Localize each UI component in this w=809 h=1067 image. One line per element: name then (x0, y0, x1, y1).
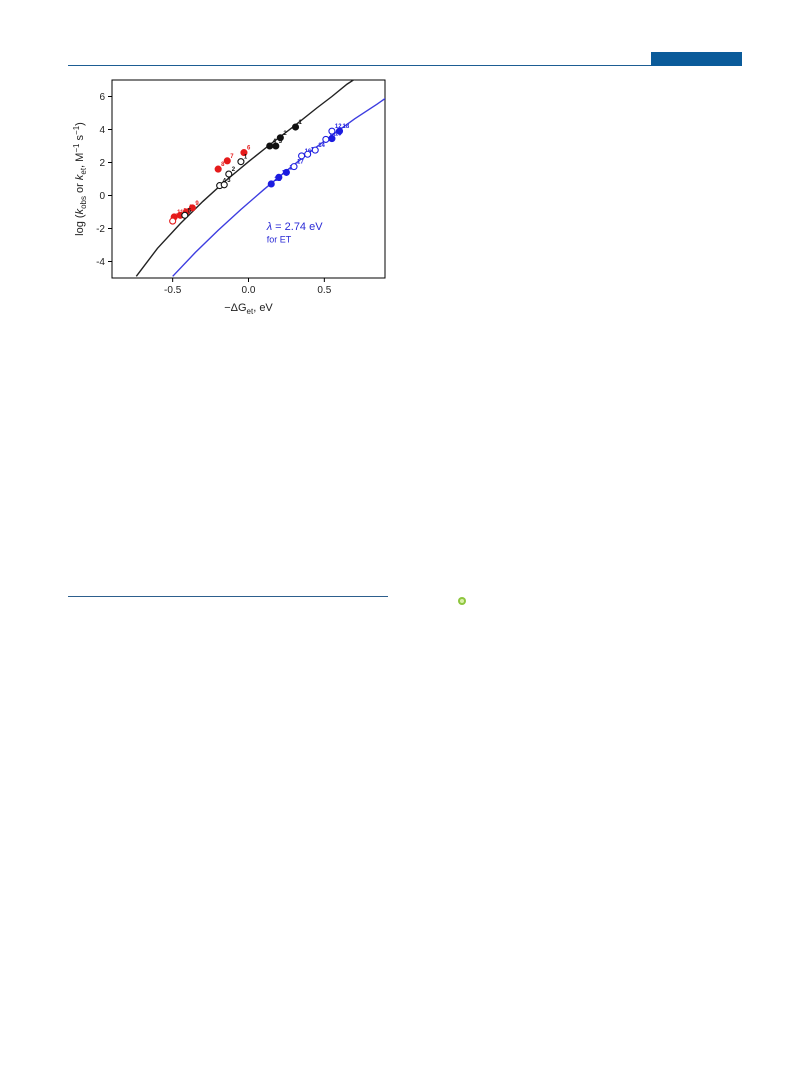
footnote-rule (68, 596, 388, 597)
data-point (275, 173, 283, 181)
data-point-label: 1 (244, 155, 248, 161)
y-tick-label: -2 (96, 224, 105, 235)
data-point-label: 6 (247, 146, 251, 152)
data-point (267, 180, 275, 188)
data-point (225, 170, 233, 178)
data-point-label: 12 (335, 124, 342, 130)
data-point (237, 158, 245, 166)
data-point-label: 7 (176, 214, 180, 220)
data-point (276, 134, 284, 142)
x-tick-label: 0.0 (242, 285, 256, 296)
fit-curve-1 (135, 80, 355, 277)
header-rule (68, 65, 742, 66)
data-point (272, 142, 280, 150)
data-point-label: 17 (297, 160, 304, 166)
open-access-icon (458, 597, 466, 605)
data-point-label: 8 (221, 162, 225, 168)
data-point (169, 217, 177, 225)
y-tick-label: -4 (96, 257, 105, 268)
y-tick-label: 2 (99, 158, 105, 169)
x-tick-label: -0.5 (164, 285, 182, 296)
lambda-annotation-sub: for ET (267, 235, 292, 245)
data-point (214, 165, 222, 173)
data-point-label: 3 (279, 139, 283, 145)
data-point-label: 1 (299, 120, 303, 126)
y-tick-label: 4 (99, 125, 105, 136)
data-point (304, 150, 312, 158)
data-point-label: 2 (283, 131, 287, 137)
data-point (328, 127, 336, 135)
data-point-label: 4 (273, 139, 277, 145)
plot-frame (111, 79, 386, 279)
data-point (290, 163, 298, 171)
data-point-label: 2 (232, 167, 236, 173)
data-point (181, 211, 189, 219)
data-point (282, 168, 290, 176)
x-tick-label: 0.5 (317, 285, 331, 296)
data-point (188, 204, 196, 212)
y-axis-label: log (kobs or ket, M−1 s−1) (72, 122, 88, 236)
data-point-label: 7 (230, 154, 234, 160)
data-point (223, 157, 231, 165)
y-tick-label: 6 (99, 92, 105, 103)
fit-curve-2 (172, 97, 385, 277)
data-point-label: 5 (188, 208, 192, 214)
data-point (311, 146, 319, 154)
journal-header-tab (651, 52, 742, 66)
data-point-label: 9 (195, 201, 199, 207)
data-point (291, 123, 300, 131)
marcus-plot-figure: -4 -2 0 2 4 6 -0.5 0.0 0.5 −ΔGet, eV log (kobs or … (68, 78, 398, 318)
data-point-label: 3 (227, 178, 231, 184)
data-point-label: 14 (318, 143, 325, 149)
lambda-annotation: λ = 2.74 eV (266, 221, 324, 233)
data-point (328, 135, 336, 143)
x-axis-label: −ΔGet, eV (224, 302, 273, 316)
data-point (240, 149, 248, 157)
data-point-label: 18 (343, 124, 350, 130)
data-point (335, 127, 344, 135)
data-point (220, 181, 228, 189)
y-tick-label: 0 (99, 191, 105, 202)
